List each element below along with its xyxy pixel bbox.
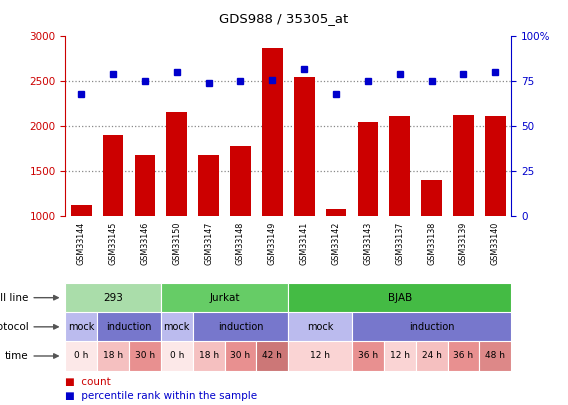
- Text: 30 h: 30 h: [135, 352, 155, 360]
- Bar: [384, 341, 416, 371]
- Bar: [256, 341, 288, 371]
- Bar: [288, 283, 511, 312]
- Text: GSM33142: GSM33142: [332, 222, 341, 265]
- Bar: [453, 115, 474, 216]
- Text: 12 h: 12 h: [390, 352, 410, 360]
- Bar: [421, 180, 442, 216]
- Text: protocol: protocol: [0, 322, 28, 332]
- Text: GSM33146: GSM33146: [140, 222, 149, 265]
- Bar: [71, 205, 91, 216]
- Bar: [161, 283, 288, 312]
- Bar: [193, 341, 224, 371]
- Text: GSM33137: GSM33137: [395, 222, 404, 265]
- Text: mock: mock: [307, 322, 333, 332]
- Text: GSM33140: GSM33140: [491, 222, 500, 265]
- Text: 42 h: 42 h: [262, 352, 282, 360]
- Text: 18 h: 18 h: [199, 352, 219, 360]
- Text: induction: induction: [106, 322, 152, 332]
- Text: ■  count: ■ count: [65, 377, 111, 387]
- Bar: [161, 341, 193, 371]
- Text: mock: mock: [68, 322, 94, 332]
- Text: 36 h: 36 h: [358, 352, 378, 360]
- Bar: [294, 77, 315, 216]
- Bar: [352, 341, 384, 371]
- Bar: [97, 312, 161, 341]
- Text: 48 h: 48 h: [485, 352, 506, 360]
- Bar: [325, 209, 346, 216]
- Bar: [193, 312, 288, 341]
- Text: GSM33143: GSM33143: [364, 222, 373, 265]
- Text: GSM33150: GSM33150: [172, 222, 181, 265]
- Bar: [224, 341, 256, 371]
- Text: 293: 293: [103, 293, 123, 303]
- Bar: [416, 341, 448, 371]
- Text: GSM33148: GSM33148: [236, 222, 245, 265]
- Text: GSM33147: GSM33147: [204, 222, 213, 265]
- Text: 24 h: 24 h: [421, 352, 441, 360]
- Bar: [103, 135, 123, 216]
- Text: cell line: cell line: [0, 293, 28, 303]
- Bar: [166, 112, 187, 216]
- Text: 12 h: 12 h: [310, 352, 330, 360]
- Text: GSM33138: GSM33138: [427, 222, 436, 265]
- Bar: [97, 341, 129, 371]
- Bar: [448, 341, 479, 371]
- Text: 36 h: 36 h: [453, 352, 474, 360]
- Bar: [161, 312, 193, 341]
- Text: 30 h: 30 h: [231, 352, 250, 360]
- Text: ■  percentile rank within the sample: ■ percentile rank within the sample: [65, 391, 257, 401]
- Text: induction: induction: [218, 322, 263, 332]
- Bar: [135, 155, 155, 216]
- Bar: [352, 312, 511, 341]
- Text: GSM33141: GSM33141: [300, 222, 308, 265]
- Text: GDS988 / 35305_at: GDS988 / 35305_at: [219, 12, 349, 25]
- Text: GSM33145: GSM33145: [108, 222, 118, 265]
- Bar: [479, 341, 511, 371]
- Text: time: time: [5, 351, 28, 361]
- Text: BJAB: BJAB: [387, 293, 412, 303]
- Text: mock: mock: [164, 322, 190, 332]
- Text: 0 h: 0 h: [170, 352, 184, 360]
- Bar: [288, 341, 352, 371]
- Text: induction: induction: [409, 322, 454, 332]
- Text: GSM33149: GSM33149: [268, 222, 277, 265]
- Bar: [65, 283, 161, 312]
- Bar: [288, 312, 352, 341]
- Bar: [129, 341, 161, 371]
- Bar: [198, 155, 219, 216]
- Bar: [65, 341, 97, 371]
- Text: Jurkat: Jurkat: [210, 293, 240, 303]
- Bar: [357, 122, 378, 216]
- Bar: [230, 146, 251, 216]
- Text: GSM33144: GSM33144: [77, 222, 86, 265]
- Text: GSM33139: GSM33139: [459, 222, 468, 265]
- Text: 0 h: 0 h: [74, 352, 89, 360]
- Text: 18 h: 18 h: [103, 352, 123, 360]
- Bar: [65, 312, 97, 341]
- Bar: [262, 48, 283, 216]
- Bar: [485, 115, 506, 216]
- Bar: [390, 115, 410, 216]
